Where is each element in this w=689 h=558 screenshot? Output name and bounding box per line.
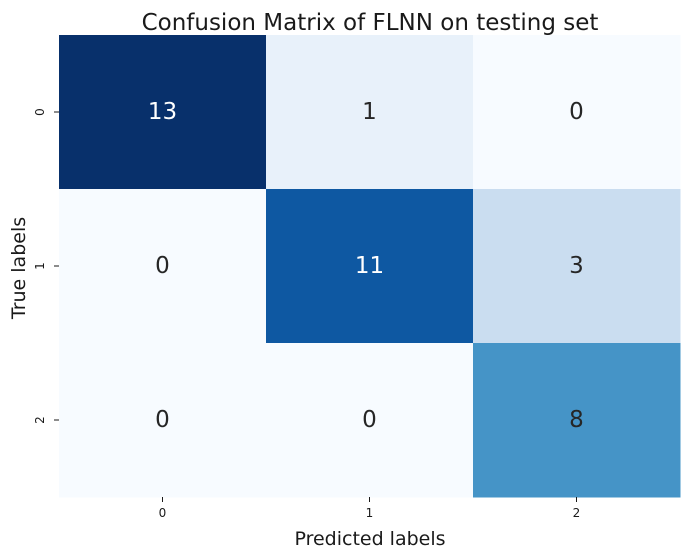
y-axis-label: True labels — [8, 217, 30, 320]
cell-value-label: 0 — [362, 407, 377, 433]
x-axis-label: Predicted labels — [294, 528, 445, 550]
y-tick-label: 0 — [33, 108, 47, 116]
cell-value-label: 0 — [155, 253, 170, 279]
x-tick-label: 2 — [573, 506, 581, 520]
heatmap-cell-r0-c2 — [473, 35, 681, 190]
y-tick-label: 2 — [33, 416, 47, 424]
cell-value-label: 8 — [569, 407, 584, 433]
heatmap-cell-r1-c0 — [59, 189, 267, 344]
heatmap-cell-r0-c1 — [266, 35, 474, 190]
heatmap-cell-r2-c2 — [473, 343, 681, 498]
y-tick-label: 1 — [33, 262, 47, 270]
heatmap-cell-r2-c0 — [59, 343, 267, 498]
heatmap-cell-r2-c1 — [266, 343, 474, 498]
cell-value-label: 3 — [569, 253, 584, 279]
cell-value-label: 0 — [569, 99, 584, 125]
cell-value-label: 0 — [155, 407, 170, 433]
heatmap-cell-r0-c0 — [59, 35, 267, 190]
x-tick-label: 1 — [366, 506, 374, 520]
cell-value-label: 1 — [362, 99, 377, 125]
x-axis-ticks: 0 1 2 — [159, 497, 581, 520]
heatmap-cell-r1-c2 — [473, 189, 681, 344]
cell-value-label: 13 — [148, 99, 177, 125]
heatmap-cells: 13 1 0 0 11 3 0 0 8 — [59, 35, 681, 498]
chart-title: Confusion Matrix of FLNN on testing set — [142, 10, 599, 36]
heatmap-cell-r1-c1 — [266, 189, 474, 344]
y-axis-ticks: 0 1 2 — [33, 108, 59, 424]
x-tick-label: 0 — [159, 506, 167, 520]
cell-value-label: 11 — [355, 253, 384, 279]
